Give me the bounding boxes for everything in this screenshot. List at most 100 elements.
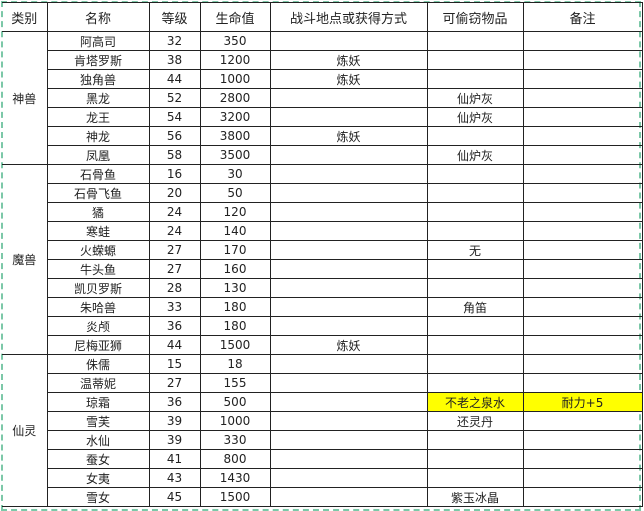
source-cell[interactable] xyxy=(269,354,428,374)
level-cell[interactable]: 39 xyxy=(148,430,201,450)
steal-cell[interactable] xyxy=(426,316,524,336)
steal-cell[interactable]: 仙炉灰 xyxy=(426,107,524,127)
note-cell[interactable]: 耐力+5 xyxy=(522,392,643,412)
name-cell[interactable]: 雪芙 xyxy=(46,411,150,431)
name-cell[interactable]: 琼霜 xyxy=(46,392,150,412)
name-cell[interactable]: 寒蛙 xyxy=(46,221,150,241)
hp-cell[interactable]: 30 xyxy=(199,164,271,184)
header-source[interactable]: 战斗地点或获得方式 xyxy=(269,2,428,32)
source-cell[interactable] xyxy=(269,297,428,317)
hp-cell[interactable]: 160 xyxy=(199,259,271,279)
level-cell[interactable]: 24 xyxy=(148,221,201,241)
steal-cell[interactable] xyxy=(426,373,524,393)
name-cell[interactable]: 石骨飞鱼 xyxy=(46,183,150,203)
name-cell[interactable]: 炎颅 xyxy=(46,316,150,336)
hp-cell[interactable]: 3200 xyxy=(199,107,271,127)
source-cell[interactable] xyxy=(269,145,428,165)
level-cell[interactable]: 45 xyxy=(148,487,201,507)
hp-cell[interactable]: 180 xyxy=(199,297,271,317)
name-cell[interactable]: 獝 xyxy=(46,202,150,222)
source-cell[interactable] xyxy=(269,487,428,507)
hp-cell[interactable]: 120 xyxy=(199,202,271,222)
hp-cell[interactable]: 3500 xyxy=(199,145,271,165)
name-cell[interactable]: 肯塔罗斯 xyxy=(46,50,150,70)
steal-cell[interactable] xyxy=(426,50,524,70)
name-cell[interactable]: 牛头鱼 xyxy=(46,259,150,279)
note-cell[interactable] xyxy=(522,278,643,298)
hp-cell[interactable]: 2800 xyxy=(199,88,271,108)
level-cell[interactable]: 58 xyxy=(148,145,201,165)
steal-cell[interactable]: 还灵丹 xyxy=(426,411,524,431)
source-cell[interactable] xyxy=(269,430,428,450)
source-cell[interactable] xyxy=(269,107,428,127)
source-cell[interactable]: 炼妖 xyxy=(269,69,428,89)
name-cell[interactable]: 石骨鱼 xyxy=(46,164,150,184)
level-cell[interactable]: 24 xyxy=(148,202,201,222)
level-cell[interactable]: 15 xyxy=(148,354,201,374)
source-cell[interactable] xyxy=(269,240,428,260)
name-cell[interactable]: 蚕女 xyxy=(46,449,150,469)
name-cell[interactable]: 侏儒 xyxy=(46,354,150,374)
note-cell[interactable] xyxy=(522,50,643,70)
source-cell[interactable]: 炼妖 xyxy=(269,50,428,70)
name-cell[interactable]: 凯贝罗斯 xyxy=(46,278,150,298)
steal-cell[interactable] xyxy=(426,335,524,355)
name-cell[interactable]: 温蒂妮 xyxy=(46,373,150,393)
name-cell[interactable]: 凤凰 xyxy=(46,145,150,165)
name-cell[interactable]: 朱哈兽 xyxy=(46,297,150,317)
hp-cell[interactable]: 18 xyxy=(199,354,271,374)
steal-cell[interactable] xyxy=(426,69,524,89)
category-cell[interactable]: 神兽 xyxy=(2,31,48,165)
source-cell[interactable] xyxy=(269,88,428,108)
level-cell[interactable]: 44 xyxy=(148,69,201,89)
hp-cell[interactable]: 140 xyxy=(199,221,271,241)
note-cell[interactable] xyxy=(522,126,643,146)
hp-cell[interactable]: 1000 xyxy=(199,69,271,89)
hp-cell[interactable]: 155 xyxy=(199,373,271,393)
level-cell[interactable]: 36 xyxy=(148,316,201,336)
source-cell[interactable] xyxy=(269,468,428,488)
category-cell[interactable]: 魔兽 xyxy=(2,164,48,355)
source-cell[interactable] xyxy=(269,164,428,184)
name-cell[interactable]: 火蝾螈 xyxy=(46,240,150,260)
steal-cell[interactable]: 无 xyxy=(426,240,524,260)
name-cell[interactable]: 雪女 xyxy=(46,487,150,507)
level-cell[interactable]: 54 xyxy=(148,107,201,127)
header-hp[interactable]: 生命值 xyxy=(199,2,271,32)
header-category[interactable]: 类别 xyxy=(2,2,48,32)
level-cell[interactable]: 16 xyxy=(148,164,201,184)
header-level[interactable]: 等级 xyxy=(148,2,201,32)
hp-cell[interactable]: 1500 xyxy=(199,335,271,355)
note-cell[interactable] xyxy=(522,31,643,51)
note-cell[interactable] xyxy=(522,335,643,355)
level-cell[interactable]: 27 xyxy=(148,373,201,393)
name-cell[interactable]: 水仙 xyxy=(46,430,150,450)
level-cell[interactable]: 38 xyxy=(148,50,201,70)
name-cell[interactable]: 独角兽 xyxy=(46,69,150,89)
steal-cell[interactable] xyxy=(426,183,524,203)
hp-cell[interactable]: 350 xyxy=(199,31,271,51)
steal-cell[interactable] xyxy=(426,278,524,298)
hp-cell[interactable]: 1500 xyxy=(199,487,271,507)
note-cell[interactable] xyxy=(522,164,643,184)
level-cell[interactable]: 52 xyxy=(148,88,201,108)
hp-cell[interactable]: 130 xyxy=(199,278,271,298)
steal-cell[interactable] xyxy=(426,164,524,184)
source-cell[interactable]: 炼妖 xyxy=(269,335,428,355)
steal-cell[interactable] xyxy=(426,354,524,374)
hp-cell[interactable]: 800 xyxy=(199,449,271,469)
steal-cell[interactable] xyxy=(426,430,524,450)
hp-cell[interactable]: 500 xyxy=(199,392,271,412)
source-cell[interactable] xyxy=(269,411,428,431)
hp-cell[interactable]: 1000 xyxy=(199,411,271,431)
note-cell[interactable] xyxy=(522,202,643,222)
steal-cell[interactable]: 紫玉冰晶 xyxy=(426,487,524,507)
note-cell[interactable] xyxy=(522,354,643,374)
hp-cell[interactable]: 330 xyxy=(199,430,271,450)
header-note[interactable]: 备注 xyxy=(522,2,643,32)
name-cell[interactable]: 阿高司 xyxy=(46,31,150,51)
name-cell[interactable]: 龙王 xyxy=(46,107,150,127)
name-cell[interactable]: 尼梅亚狮 xyxy=(46,335,150,355)
note-cell[interactable] xyxy=(522,145,643,165)
steal-cell[interactable]: 仙炉灰 xyxy=(426,88,524,108)
